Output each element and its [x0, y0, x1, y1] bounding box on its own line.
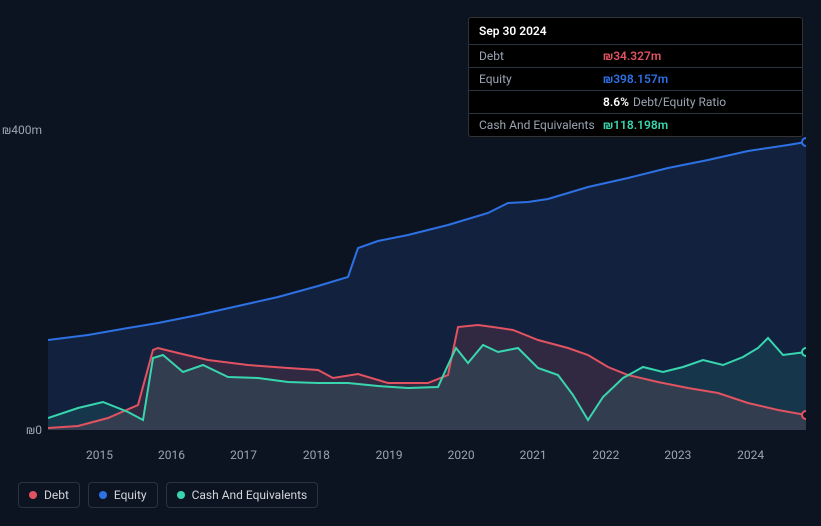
tooltip-date: Sep 30 2024 — [469, 18, 802, 45]
legend-dot-icon — [177, 491, 185, 499]
legend-item-equity[interactable]: Equity — [88, 482, 158, 508]
x-axis-tick: 2022 — [592, 448, 619, 462]
x-axis-tick: 2017 — [230, 448, 257, 462]
series-end-dot-debt — [802, 411, 806, 419]
tooltip-row: 8.6%Debt/Equity Ratio — [469, 91, 802, 114]
tooltip-row: Debt₪34.327m — [469, 45, 802, 68]
x-axis-tick: 2015 — [86, 448, 113, 462]
y-axis-tick: ₪400m — [2, 123, 42, 137]
series-end-dot-equity — [802, 138, 806, 146]
legend-label: Cash And Equivalents — [192, 488, 308, 502]
tooltip-row-value: 8.6%Debt/Equity Ratio — [603, 95, 726, 109]
legend-dot-icon — [29, 491, 37, 499]
x-axis-tick: 2020 — [448, 448, 475, 462]
tooltip-row-value: ₪398.157m — [603, 72, 668, 86]
chart-tooltip: Sep 30 2024 Debt₪34.327mEquity₪398.157m8… — [468, 17, 803, 137]
legend-label: Debt — [44, 488, 69, 502]
chart-plot-area: ₪400m₪0 — [48, 130, 806, 440]
legend-label: Equity — [114, 488, 147, 502]
tooltip-row-label: Equity — [479, 72, 603, 86]
x-axis-tick: 2019 — [376, 448, 403, 462]
chart-legend: Debt Equity Cash And Equivalents — [18, 482, 318, 508]
tooltip-row-label — [479, 95, 603, 109]
chart-svg — [48, 130, 806, 440]
tooltip-row-label: Debt — [479, 49, 603, 63]
x-axis-tick: 2018 — [303, 448, 330, 462]
series-end-dot-cash — [802, 348, 806, 356]
legend-item-debt[interactable]: Debt — [18, 482, 80, 508]
y-axis-tick: ₪0 — [26, 423, 42, 437]
legend-dot-icon — [99, 491, 107, 499]
x-axis-tick: 2021 — [520, 448, 547, 462]
legend-item-cash[interactable]: Cash And Equivalents — [166, 482, 319, 508]
tooltip-row: Equity₪398.157m — [469, 68, 802, 91]
tooltip-row-value: ₪34.327m — [603, 49, 661, 63]
x-axis-tick: 2023 — [664, 448, 691, 462]
x-axis-tick: 2024 — [737, 448, 764, 462]
x-axis-tick: 2016 — [158, 448, 185, 462]
